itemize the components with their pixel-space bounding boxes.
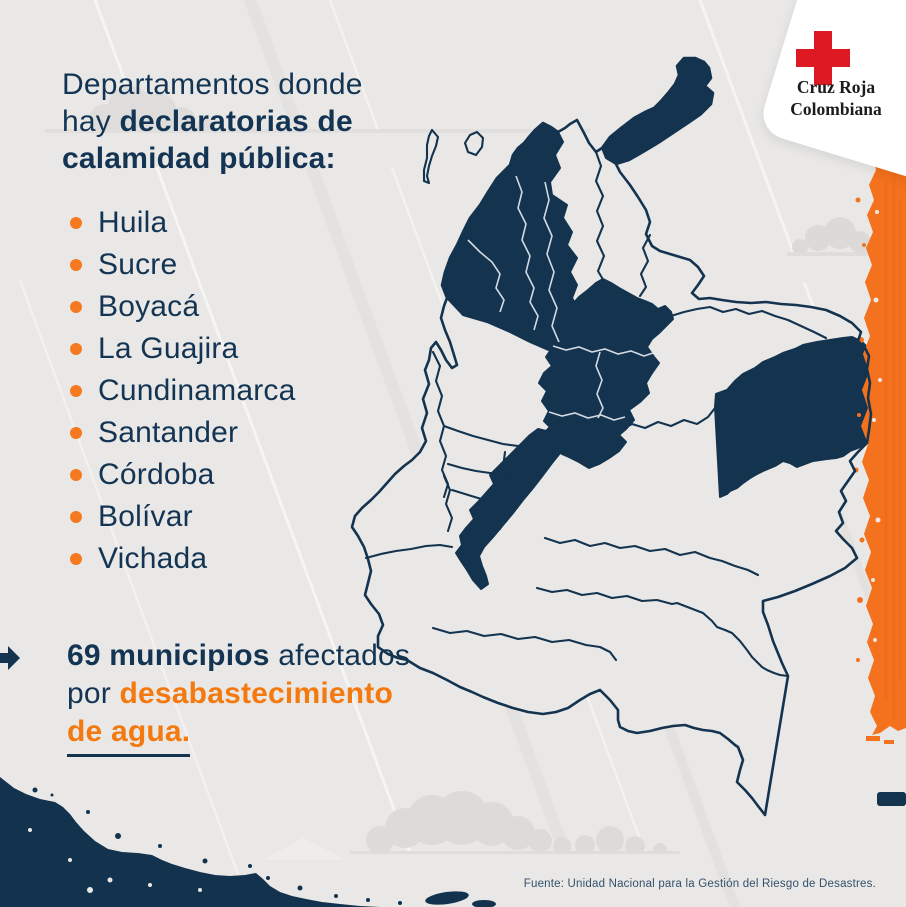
navy-accent-bar [877, 792, 906, 806]
bullet-icon [70, 385, 82, 397]
highlighted-departments [441, 57, 872, 590]
source-caption: Fuente: Unidad Nacional para la Gestión … [523, 878, 876, 890]
bullet-icon [70, 427, 82, 439]
bullet-icon [70, 553, 82, 565]
bullet-icon [70, 301, 82, 313]
corner-brush-bottom-left [0, 777, 496, 907]
san-andres-islands [422, 128, 485, 185]
list-item: Santander [70, 412, 296, 454]
list-item: Huila [70, 202, 296, 244]
bullet-icon [70, 511, 82, 523]
map-boundaries [350, 56, 873, 817]
list-item: Vichada [70, 538, 296, 580]
page-title: Departamentos donde hay declaratorias de… [62, 66, 363, 177]
intra-cluster-borders [467, 175, 654, 421]
list-item: Sucre [70, 244, 296, 286]
title-line-3: calamidad pública: [62, 142, 336, 175]
department-list: Huila Sucre Boyacá La Guajira Cundinamar… [70, 202, 296, 580]
colombia-map [350, 56, 906, 817]
dept-la-guajira [601, 57, 714, 165]
list-item: La Guajira [70, 328, 296, 370]
list-item: Bolívar [70, 496, 296, 538]
cloud-bottom-center [262, 791, 690, 907]
paper-fold-decoration [262, 838, 346, 860]
bullet-icon [70, 217, 82, 229]
bullet-icon [70, 469, 82, 481]
municipios-statement: 69 municipios afectados por desabastecim… [67, 637, 410, 757]
cloud-top-left [40, 86, 600, 167]
municipios-count: 69 municipios [67, 639, 270, 672]
arrow-icon [0, 646, 20, 670]
orange-brush-stripe [853, 140, 906, 744]
bullet-icon [70, 259, 82, 271]
list-item: Cundinamarca [70, 370, 296, 412]
underlined-text: de agua. [67, 713, 191, 757]
bullet-icon [70, 343, 82, 355]
title-line-1: Departamentos donde [62, 68, 363, 101]
list-item: Boyacá [70, 286, 296, 328]
title-line-2: hay declaratorias de [62, 105, 353, 138]
dept-huila [455, 419, 576, 590]
dept-santander-boyaca-cundinamarca [538, 278, 674, 469]
list-item: Córdoba [70, 454, 296, 496]
